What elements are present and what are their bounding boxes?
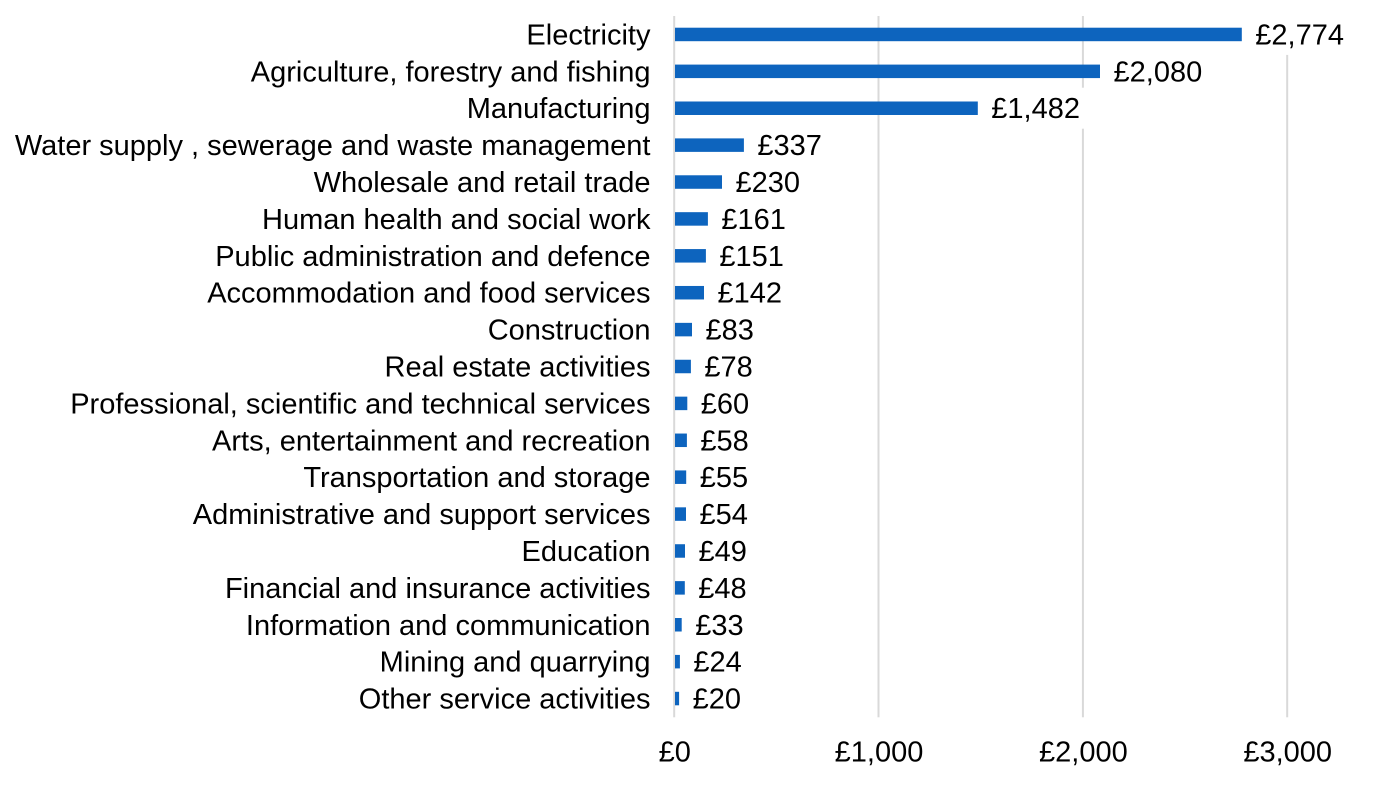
svg-text:Construction: Construction: [488, 315, 651, 347]
svg-text:£24: £24: [693, 647, 741, 679]
svg-text:£2,080: £2,080: [1114, 56, 1203, 88]
svg-text:£161: £161: [721, 204, 786, 236]
svg-text:Accommodation and food service: Accommodation and food services: [207, 278, 650, 310]
svg-text:Water supply , sewerage and wa: Water supply , sewerage and waste manage…: [15, 130, 651, 162]
svg-text:£33: £33: [695, 610, 743, 642]
svg-text:£2,000: £2,000: [1039, 737, 1128, 769]
svg-text:£20: £20: [693, 684, 741, 716]
svg-text:£1,000: £1,000: [835, 737, 924, 769]
svg-text:Information and communication: Information and communication: [246, 610, 651, 642]
svg-text:£337: £337: [757, 130, 822, 162]
svg-text:£151: £151: [719, 241, 784, 273]
svg-text:Agriculture, forestry and fish: Agriculture, forestry and fishing: [251, 56, 651, 88]
svg-text:£60: £60: [701, 388, 749, 420]
svg-text:£1,482: £1,482: [991, 93, 1080, 125]
svg-text:Financial and insurance activi: Financial and insurance activities: [225, 573, 651, 605]
svg-text:Education: Education: [522, 536, 651, 568]
svg-text:Real estate activities: Real estate activities: [385, 352, 651, 384]
svg-text:Electricity: Electricity: [526, 19, 651, 51]
svg-text:Human health and social work: Human health and social work: [262, 204, 651, 236]
svg-text:Administrative and support ser: Administrative and support services: [193, 499, 651, 531]
svg-text:£0: £0: [659, 737, 691, 769]
svg-text:£55: £55: [700, 462, 748, 494]
svg-text:Wholesale and retail trade: Wholesale and retail trade: [314, 167, 651, 199]
svg-text:Transportation and storage: Transportation and storage: [303, 462, 650, 494]
svg-text:£83: £83: [706, 315, 754, 347]
svg-text:Mining and quarrying: Mining and quarrying: [380, 647, 651, 679]
svg-text:£54: £54: [700, 499, 748, 531]
svg-text:£142: £142: [718, 278, 783, 310]
svg-text:Arts, entertainment and recrea: Arts, entertainment and recreation: [212, 425, 650, 457]
svg-text:Manufacturing: Manufacturing: [467, 93, 651, 125]
svg-text:£49: £49: [699, 536, 747, 568]
svg-text:£2,774: £2,774: [1255, 19, 1344, 51]
svg-text:£48: £48: [698, 573, 746, 605]
svg-text:£58: £58: [700, 425, 748, 457]
svg-text:Other service activities: Other service activities: [359, 684, 651, 716]
svg-text:£3,000: £3,000: [1243, 737, 1332, 769]
svg-text:£230: £230: [736, 167, 801, 199]
svg-text:Public administration and defe: Public administration and defence: [215, 241, 650, 273]
svg-text:£78: £78: [704, 352, 752, 384]
svg-text:Professional, scientific and t: Professional, scientific and technical s…: [70, 388, 650, 420]
